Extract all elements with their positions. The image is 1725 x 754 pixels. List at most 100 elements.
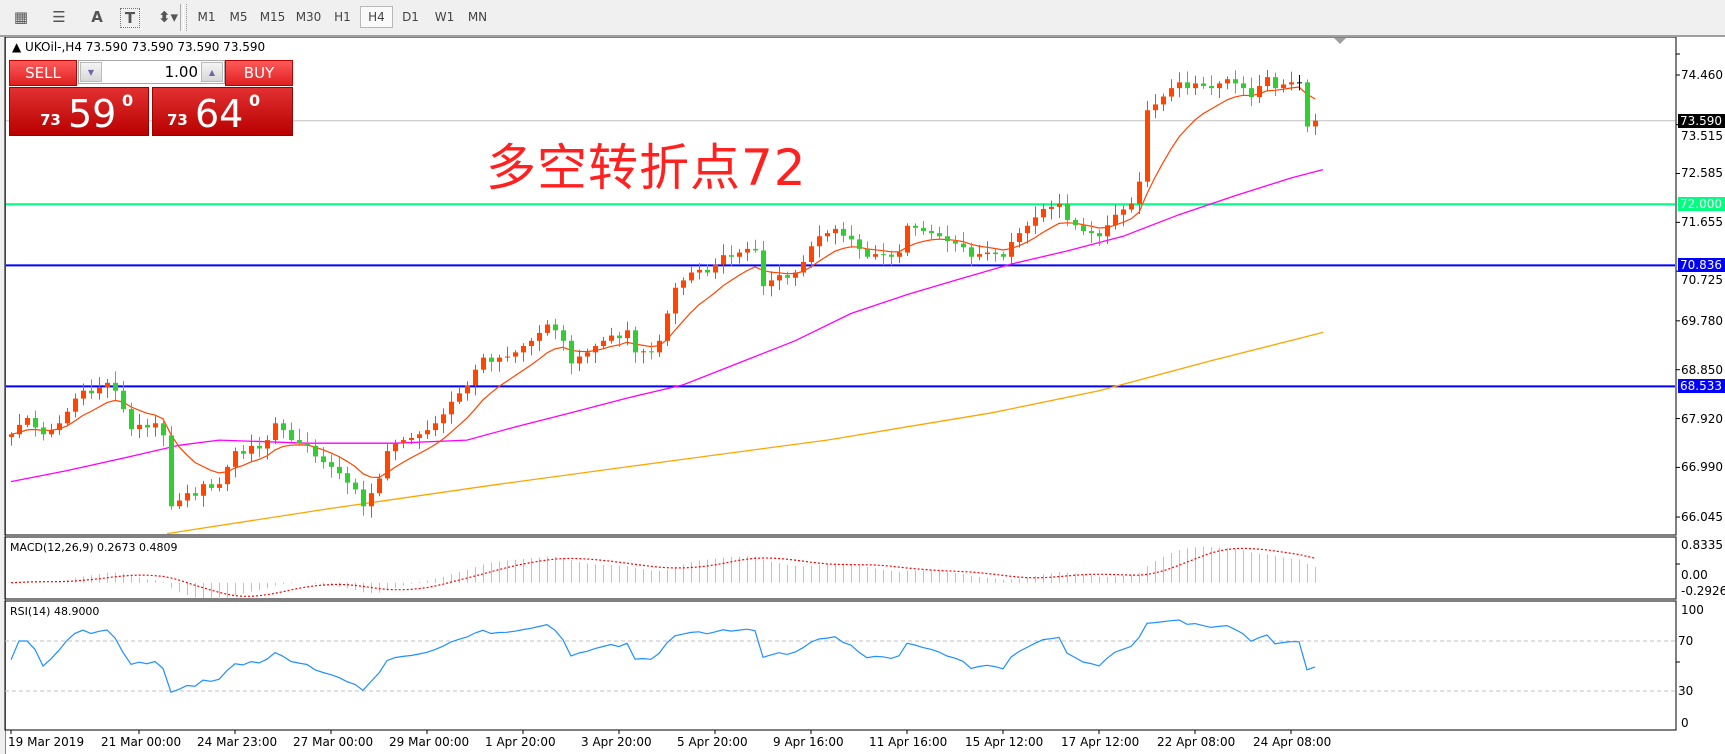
candle: [1249, 77, 1254, 107]
timeframe-mn[interactable]: MN: [467, 10, 488, 24]
candle-body: [1033, 217, 1038, 226]
candle: [433, 415, 438, 437]
candle-body: [1201, 83, 1206, 87]
candle: [1113, 204, 1118, 230]
toolbar-grip[interactable]: [186, 4, 189, 31]
sell-price-box[interactable]: 73 59 0: [9, 87, 149, 136]
candle-body: [561, 330, 566, 341]
candle-body: [1257, 86, 1262, 98]
fibonacci-icon[interactable]: ☰: [52, 8, 66, 26]
candle-body: [337, 466, 342, 474]
lot-size-value[interactable]: 1.00: [164, 63, 198, 81]
candle: [1153, 94, 1158, 119]
timeframe-m5[interactable]: M5: [229, 10, 248, 24]
candle-body: [353, 482, 358, 490]
buy-price-box[interactable]: 73 64 0: [152, 87, 293, 136]
candle-body: [1097, 233, 1102, 237]
timeframe-w1[interactable]: W1: [434, 10, 455, 24]
buy-price-prefix: 73: [167, 111, 188, 129]
time-tick-label: 9 Apr 16:00: [773, 735, 844, 749]
candle: [1129, 197, 1134, 213]
candle-body: [1105, 225, 1110, 237]
text-tool-icon[interactable]: A: [91, 8, 103, 26]
candle: [513, 350, 518, 363]
candle-body: [625, 330, 630, 339]
candle-body: [161, 423, 166, 436]
spin-down-icon[interactable]: ▼: [80, 62, 102, 82]
spin-up-icon[interactable]: ▲: [201, 62, 223, 82]
time-tick-label: 24 Mar 23:00: [197, 735, 278, 749]
arrows-tool-icon[interactable]: ⬍▾: [157, 8, 179, 26]
annotation-text[interactable]: 多空转折点72: [486, 139, 807, 197]
candle-body: [1225, 79, 1230, 84]
candle-body: [801, 262, 806, 273]
level-price-tag: 70.836: [1678, 258, 1725, 273]
candle: [873, 245, 878, 260]
rsi-label: RSI(14) 48.9000: [10, 605, 100, 618]
candle-body: [217, 484, 222, 488]
candle: [713, 258, 718, 279]
timeframe-h1[interactable]: H1: [334, 10, 351, 24]
candle-body: [113, 382, 118, 391]
candle: [473, 364, 478, 396]
candle-body: [257, 445, 262, 449]
candle-body: [169, 435, 174, 507]
timeframe-m15[interactable]: M15: [259, 10, 286, 24]
candle: [617, 331, 622, 347]
chart-properties-icon[interactable]: ▦: [13, 8, 29, 26]
timeframe-d1[interactable]: D1: [402, 10, 419, 24]
candle: [1049, 200, 1054, 220]
candle-body: [1121, 209, 1126, 215]
candle-body: [1145, 110, 1150, 182]
price-tick-label: 70.725: [1681, 273, 1723, 288]
candle-body: [1113, 214, 1118, 226]
candle-body: [617, 335, 622, 339]
candle: [1057, 193, 1062, 219]
time-tick-label: 17 Apr 12:00: [1061, 735, 1140, 749]
candle: [1257, 74, 1262, 103]
candle: [1105, 215, 1110, 244]
candle-body: [961, 243, 966, 248]
candle: [137, 413, 142, 439]
candle-body: [321, 456, 326, 463]
candle: [1273, 72, 1278, 96]
candle: [1065, 194, 1070, 227]
candle: [1305, 79, 1310, 133]
candle-body: [377, 478, 382, 494]
candle: [1281, 79, 1286, 93]
timeframe-h4[interactable]: H4: [360, 6, 393, 28]
candle-body: [705, 269, 710, 273]
candle-body: [465, 385, 470, 394]
candle-body: [265, 440, 270, 449]
candle: [1033, 206, 1038, 234]
candle-body: [1289, 82, 1294, 85]
candle-body: [545, 324, 550, 333]
candle-body: [153, 423, 158, 428]
level-price-tag: 68.533: [1678, 379, 1725, 394]
timeframe-m30[interactable]: M30: [295, 10, 322, 24]
macd-tick: 0.00: [1681, 568, 1708, 582]
candle: [985, 241, 990, 261]
buy-button[interactable]: BUY: [225, 60, 293, 86]
candle: [177, 493, 182, 509]
candle: [689, 266, 694, 284]
chart-window[interactable]: [0, 36, 1725, 754]
sell-button[interactable]: SELL: [9, 60, 77, 86]
candle: [865, 241, 870, 259]
candle-body: [1193, 83, 1198, 89]
candle: [297, 428, 302, 446]
timeframe-m1[interactable]: M1: [197, 10, 216, 24]
text-label-tool-icon[interactable]: T: [120, 8, 140, 28]
candle: [361, 480, 366, 516]
candle: [521, 343, 526, 362]
candle-body: [777, 275, 782, 281]
candle: [201, 480, 206, 507]
candle-body: [177, 500, 182, 507]
time-tick-label: 15 Apr 12:00: [965, 735, 1044, 749]
lot-size-field[interactable]: ▼ 1.00 ▲: [78, 60, 225, 84]
candle: [705, 264, 710, 277]
price-tick-label: 73.515: [1681, 128, 1723, 143]
candle-body: [1129, 203, 1134, 210]
candle-body: [273, 423, 278, 441]
